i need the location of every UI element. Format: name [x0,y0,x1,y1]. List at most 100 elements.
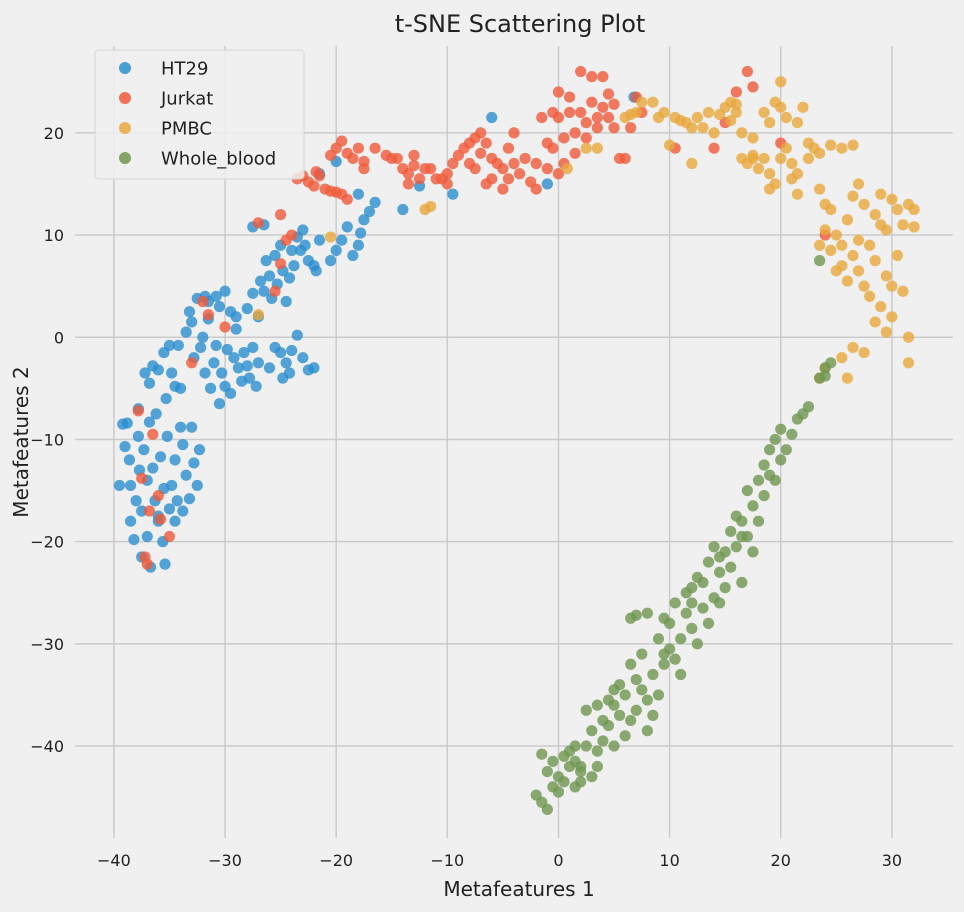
y-tick-label: −40 [30,737,64,756]
data-point [177,438,189,451]
data-point [252,217,264,229]
data-point [541,765,553,778]
data-point [160,392,172,405]
data-point [469,163,481,175]
data-point [408,149,420,161]
data-point [194,341,207,354]
data-point [166,479,178,492]
data-point [747,149,759,161]
x-tick-label: 30 [882,851,902,870]
data-point [425,200,437,213]
data-point [697,576,709,589]
data-point [675,668,687,681]
x-tick-label: 0 [553,851,563,870]
data-point [652,689,665,701]
data-point [563,91,576,103]
data-point [197,331,209,343]
data-point [174,421,187,433]
data-point [213,300,226,313]
y-tick-label: −20 [30,533,64,552]
data-point [852,234,865,246]
data-point [369,142,381,154]
data-point [869,255,881,267]
data-point [363,205,376,218]
data-point [858,346,870,359]
data-point [255,275,267,287]
chart-title: t-SNE Scattering Plot [395,10,646,38]
data-point [908,203,920,216]
data-point [159,558,171,570]
data-point [747,81,759,93]
x-axis-label: Metafeatures 1 [443,877,594,901]
data-point [124,479,137,492]
data-point [216,367,228,379]
data-point [163,530,176,543]
legend-marker [119,152,131,164]
y-axis-label: Metafeatures 2 [9,366,33,517]
data-point [154,451,167,463]
data-point [243,372,256,384]
legend: HT29 Jurkat PMBC Whole_blood [94,49,305,180]
data-point [219,321,231,333]
data-point [858,280,870,292]
series-whole-blood [530,255,837,815]
data-point [802,152,815,165]
data-point [166,367,178,379]
data-point [886,193,898,205]
data-point [147,462,159,474]
data-point [130,495,142,507]
data-point [886,311,898,323]
data-point [836,260,848,272]
data-point [441,168,453,180]
data-point [669,597,681,609]
data-point [508,127,520,139]
data-point [764,444,776,456]
data-point [286,344,298,357]
data-point [143,505,156,517]
data-point [569,147,581,159]
data-point [780,142,792,154]
data-point [325,255,337,267]
series-jurkat [132,65,831,570]
data-point [841,214,854,226]
data-point [210,339,222,352]
data-point [719,582,731,594]
data-point [138,444,150,456]
data-point [580,117,592,129]
data-point [352,239,365,251]
data-point [358,214,370,226]
data-point [714,566,726,578]
data-point [758,106,770,119]
data-point [708,142,720,154]
data-point [352,142,365,154]
data-point [297,224,309,236]
data-point [825,357,837,369]
data-point [636,684,648,696]
data-point [119,440,131,453]
data-point [847,139,859,151]
data-point [825,203,837,216]
data-point [652,633,665,645]
data-point [730,541,742,553]
data-point [769,474,781,486]
data-point [786,428,798,440]
data-point [619,689,631,701]
data-point [171,495,183,507]
legend-label: Jurkat [160,89,213,110]
data-point [143,377,156,389]
data-point [825,244,837,256]
data-point [232,362,244,374]
data-point [758,459,770,471]
data-point [658,648,670,660]
data-point [791,188,804,200]
data-point [630,609,642,621]
data-point [819,370,831,382]
data-point [252,309,264,321]
data-point [663,617,676,629]
data-point [530,183,542,195]
data-point [686,157,698,170]
data-point [647,668,659,681]
data-point [347,152,359,165]
data-point [836,142,848,154]
data-point [341,193,353,205]
